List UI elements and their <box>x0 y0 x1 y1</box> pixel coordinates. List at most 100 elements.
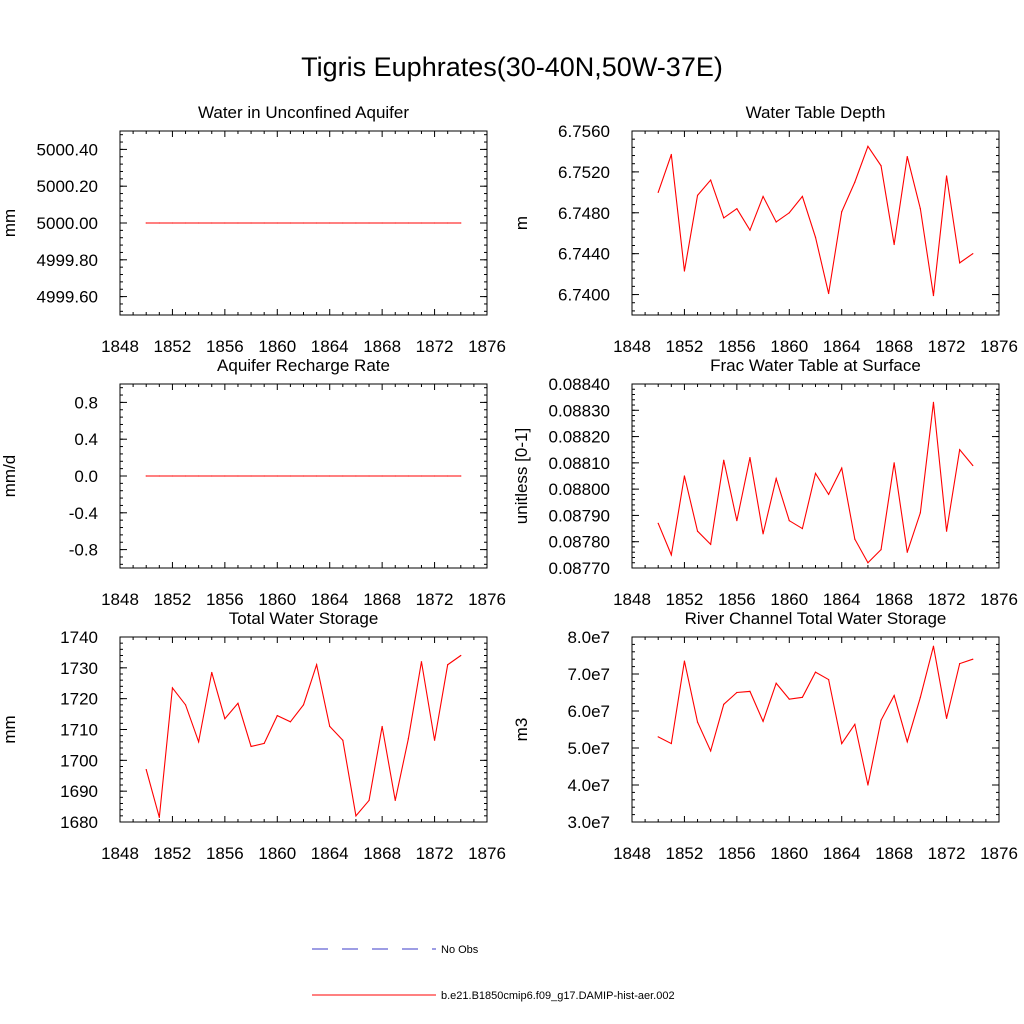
data-point <box>407 475 409 477</box>
x-tick-label: 1876 <box>980 337 1018 356</box>
data-point <box>972 464 974 467</box>
data-point <box>289 475 291 477</box>
panel-title: Total Water Storage <box>229 609 379 628</box>
data-point <box>158 222 160 224</box>
data-point <box>867 562 869 564</box>
data-point <box>854 723 856 725</box>
x-tick-label: 1864 <box>311 337 349 356</box>
data-point <box>198 222 200 224</box>
y-tick-label: 4.0e7 <box>567 776 610 795</box>
y-tick-label: 4999.80 <box>37 251 98 270</box>
x-tick-label: 1868 <box>875 337 913 356</box>
data-point <box>959 262 961 264</box>
figure-title: Tigris Euphrates(30-40N,50W-37E) <box>301 52 723 82</box>
y-tick-label: 1710 <box>60 721 98 740</box>
data-point <box>184 222 187 224</box>
data-point <box>407 222 409 224</box>
data-point <box>394 799 396 802</box>
y-tick-label: 6.7400 <box>558 286 610 305</box>
data-point <box>710 750 712 752</box>
legend-label-model: b.e21.B1850cmip6.f09_g17.DAMIP-hist-aer.… <box>441 990 675 1002</box>
data-point <box>250 475 252 477</box>
x-tick-label: 1864 <box>311 590 349 609</box>
y-tick-label: 0.08810 <box>549 454 610 473</box>
data-point <box>972 658 974 660</box>
data-point <box>198 475 200 477</box>
x-tick-label: 1872 <box>928 590 966 609</box>
y-tick-label: -0.4 <box>69 504 98 523</box>
x-tick-label: 1856 <box>206 844 244 863</box>
data-point <box>342 739 344 741</box>
x-tick-label: 1852 <box>154 337 192 356</box>
data-point <box>368 799 370 802</box>
x-tick-label: 1856 <box>718 844 756 863</box>
panel-title: River Channel Total Water Storage <box>685 609 947 628</box>
data-point <box>289 721 291 723</box>
y-tick-label: 6.7480 <box>558 204 610 223</box>
data-point <box>263 475 265 477</box>
x-tick-label: 1848 <box>101 590 139 609</box>
data-point <box>749 690 751 692</box>
y-axis-label: mm/d <box>0 455 19 498</box>
data-point <box>211 475 213 477</box>
data-point <box>959 663 961 665</box>
data-point <box>959 449 961 451</box>
chart-panel: 1848 1852 1856 1860 1864 1868 1872 1876 6.7400 6.… <box>512 103 1018 356</box>
series-line <box>657 145 974 296</box>
data-point <box>696 721 699 723</box>
x-tick-label: 1872 <box>928 844 966 863</box>
y-tick-label: 1700 <box>60 751 98 770</box>
data-point <box>945 717 948 720</box>
data-point <box>381 725 383 728</box>
y-axis-label: m3 <box>512 718 531 742</box>
data-point <box>302 222 305 224</box>
data-point <box>919 208 921 210</box>
x-tick-label: 1856 <box>718 590 756 609</box>
data-point <box>919 512 921 514</box>
data-point <box>420 661 423 663</box>
y-tick-label: 6.7440 <box>558 245 610 264</box>
y-tick-label: 0.08770 <box>549 559 610 578</box>
x-tick-label: 1852 <box>666 844 704 863</box>
x-tick-label: 1852 <box>666 337 704 356</box>
data-point <box>723 217 725 219</box>
data-point <box>302 475 305 477</box>
panel-title: Aquifer Recharge Rate <box>217 356 390 375</box>
data-point <box>828 678 830 681</box>
y-tick-label: 0.08800 <box>549 480 610 499</box>
data-point <box>814 472 817 474</box>
data-point <box>945 530 948 532</box>
data-point <box>158 816 160 818</box>
data-point <box>801 195 803 198</box>
data-point <box>420 475 423 477</box>
x-tick-label: 1860 <box>770 590 808 609</box>
legend-label-obs: No Obs <box>441 944 479 956</box>
data-point <box>316 475 318 477</box>
x-tick-label: 1868 <box>363 590 401 609</box>
y-tick-label: 1690 <box>60 782 98 801</box>
data-point <box>237 702 239 704</box>
data-point <box>788 698 790 700</box>
data-point <box>657 522 659 524</box>
data-point <box>460 475 462 477</box>
data-point <box>342 222 344 224</box>
chart-panel: 1848 1852 1856 1860 1864 1868 1872 1876 -0.8 -0.4… <box>0 356 506 609</box>
panel-title: Water in Unconfined Aquifer <box>198 103 409 122</box>
data-point <box>670 554 672 556</box>
x-tick-label: 1876 <box>980 844 1018 863</box>
data-point <box>171 222 174 224</box>
y-tick-label: 4999.60 <box>37 288 98 307</box>
y-tick-label: 0.4 <box>74 430 98 449</box>
data-point <box>302 704 305 706</box>
data-point <box>893 243 895 246</box>
data-point <box>814 236 817 238</box>
data-point <box>447 475 449 477</box>
data-point <box>683 475 686 477</box>
chart-panel: 1848 1852 1856 1860 1864 1868 1872 1876 0.08770 0… <box>512 356 1018 609</box>
data-point <box>316 664 318 666</box>
data-point <box>407 738 409 740</box>
data-point <box>893 462 895 464</box>
data-point <box>775 682 777 684</box>
data-point <box>696 194 699 196</box>
